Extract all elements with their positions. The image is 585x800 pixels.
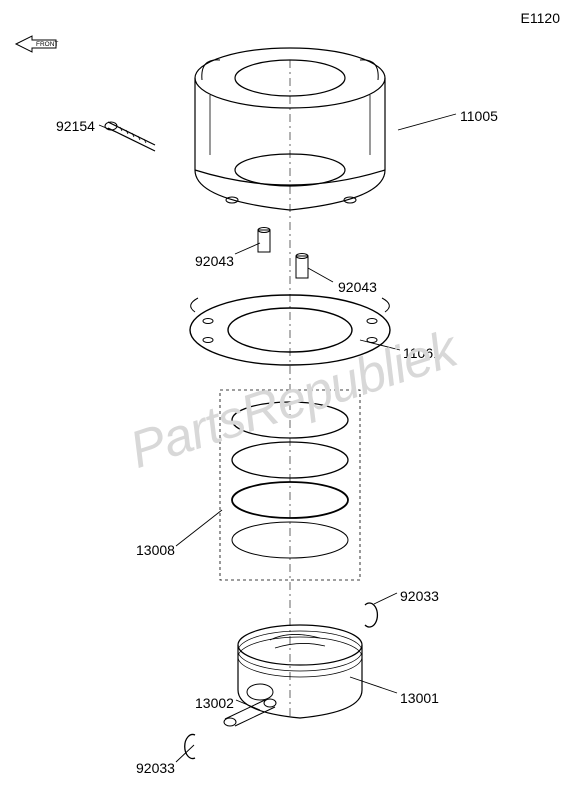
diagram-container: E1120 FRONT [0,0,585,800]
leader-lines [0,0,585,800]
